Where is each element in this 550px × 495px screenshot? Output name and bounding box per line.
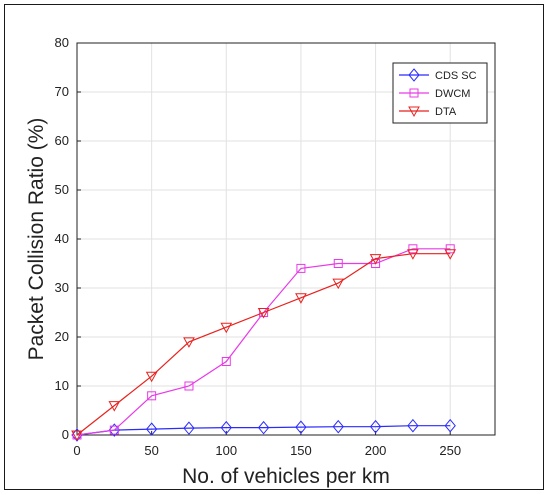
y-tick-label: 10 bbox=[55, 378, 69, 393]
data-point-dta bbox=[444, 249, 457, 260]
x-tick-label: 0 bbox=[73, 443, 80, 458]
data-point-cds-sc bbox=[444, 418, 456, 433]
data-point-dta bbox=[108, 401, 121, 412]
series-dwcm bbox=[72, 244, 455, 440]
series-cds-sc bbox=[71, 418, 456, 442]
y-tick-label: 20 bbox=[55, 329, 69, 344]
data-point-dwcm bbox=[333, 259, 343, 268]
data-point-dta bbox=[332, 278, 345, 290]
x-tick-label: 150 bbox=[290, 443, 312, 458]
data-point-dta bbox=[369, 254, 382, 265]
data-point-dta bbox=[220, 322, 233, 334]
data-point-cds-sc bbox=[332, 419, 344, 434]
legend-marker bbox=[408, 68, 420, 82]
y-tick-label: 50 bbox=[55, 182, 69, 197]
legend-marker bbox=[408, 106, 420, 118]
data-point-dwcm bbox=[184, 381, 194, 391]
data-point-dwcm bbox=[296, 263, 306, 273]
series-line-cds-sc bbox=[76, 425, 451, 436]
y-tick-label: 0 bbox=[62, 427, 69, 442]
legend-item-dta: DTA bbox=[399, 106, 457, 118]
data-point-dwcm bbox=[371, 259, 381, 268]
data-point-dwcm bbox=[109, 425, 119, 435]
legend-label: DWCM bbox=[435, 88, 470, 100]
data-point-dwcm bbox=[408, 244, 418, 254]
x-axis-label: No. of vehicles per km bbox=[182, 465, 390, 488]
series-dta bbox=[71, 249, 457, 442]
legend: CDS SC DWCM DTA bbox=[392, 62, 488, 124]
data-point-dta bbox=[183, 337, 195, 348]
data-point-cds-sc bbox=[108, 423, 120, 437]
data-point-cds-sc bbox=[257, 420, 270, 435]
data-point-dta bbox=[407, 249, 419, 260]
x-axis-ticks: 0 50 100 150 200 250 bbox=[73, 431, 461, 458]
y-tick-label: 60 bbox=[55, 133, 69, 148]
data-point-dta bbox=[71, 430, 83, 442]
legend-item-cds-sc: CDS SC bbox=[399, 68, 477, 82]
data-point-cds-sc bbox=[145, 422, 158, 436]
data-point-cds-sc bbox=[220, 420, 232, 435]
series-line-dta bbox=[76, 253, 451, 436]
data-point-dta bbox=[295, 293, 307, 304]
data-point-dta bbox=[257, 308, 270, 319]
line-chart: 0 10 20 30 40 50 60 70 80 0 50 100 150 200 250 No. of… bbox=[25, 35, 496, 488]
series-line-dwcm bbox=[76, 248, 451, 436]
y-axis-label: Packet Collision Ratio (%) bbox=[25, 118, 48, 361]
y-tick-label: 80 bbox=[55, 35, 69, 50]
legend-label: DTA bbox=[435, 106, 457, 118]
x-tick-label: 200 bbox=[365, 443, 387, 458]
series-layer bbox=[71, 244, 457, 442]
figure-frame: 0 10 20 30 40 50 60 70 80 0 50 100 150 200 250 No. of… bbox=[4, 4, 544, 490]
legend-marker bbox=[409, 88, 419, 98]
data-point-dwcm bbox=[221, 357, 231, 366]
x-tick-label: 100 bbox=[215, 443, 237, 458]
legend-item-dwcm: DWCM bbox=[399, 88, 470, 100]
legend-label: CDS SC bbox=[435, 70, 477, 82]
x-tick-label: 50 bbox=[144, 443, 158, 458]
data-point-cds-sc bbox=[295, 420, 307, 434]
y-tick-label: 70 bbox=[55, 84, 69, 99]
y-tick-label: 40 bbox=[55, 231, 69, 246]
y-tick-label: 30 bbox=[55, 280, 69, 295]
x-tick-label: 250 bbox=[439, 443, 461, 458]
data-point-dta bbox=[145, 371, 158, 383]
data-point-dwcm bbox=[147, 391, 157, 401]
grid-lines bbox=[76, 42, 495, 436]
y-axis-ticks: 0 10 20 30 40 50 60 70 80 bbox=[55, 35, 81, 442]
data-point-dwcm bbox=[445, 244, 455, 254]
data-point-cds-sc bbox=[407, 418, 419, 433]
data-point-cds-sc bbox=[369, 419, 382, 434]
data-point-cds-sc bbox=[183, 421, 195, 435]
